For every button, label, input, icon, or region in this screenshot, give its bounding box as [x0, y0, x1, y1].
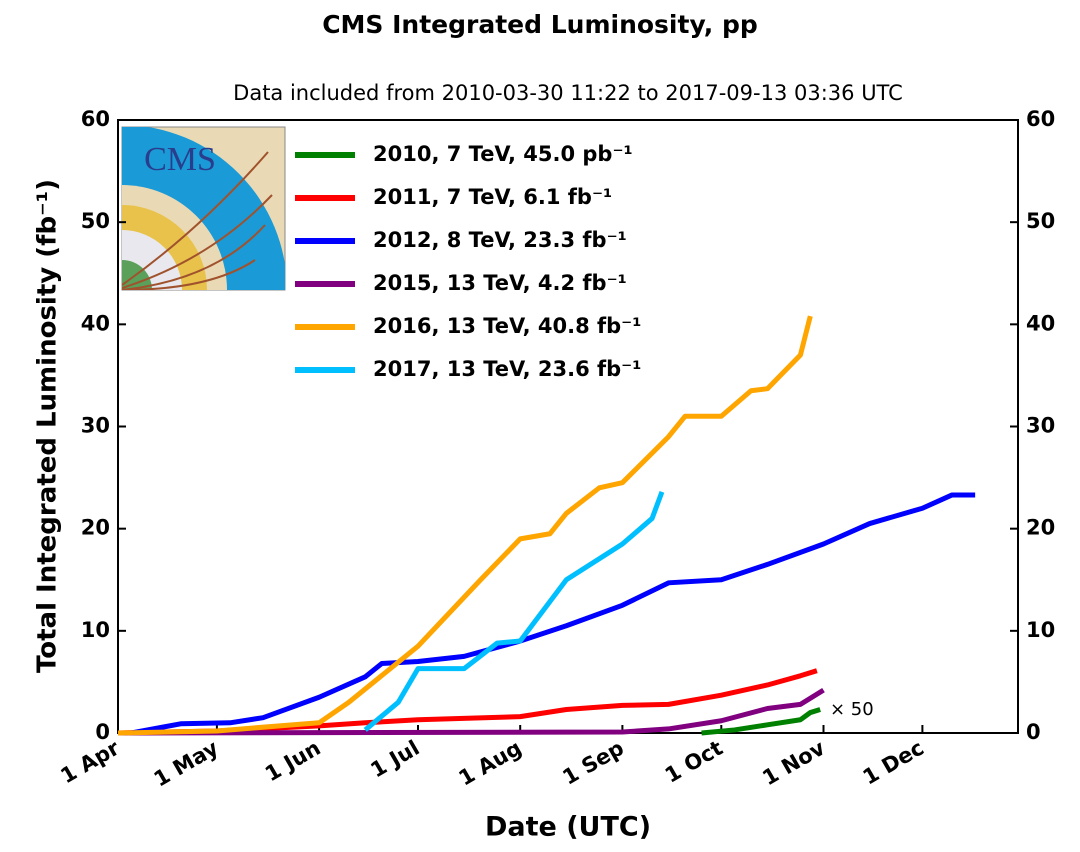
y2-tick-label: 10 — [1026, 618, 1055, 642]
x-tick-label: 1 May — [150, 736, 223, 792]
y-tick-label: 10 — [81, 618, 110, 642]
y-tick-label: 60 — [81, 107, 110, 131]
y2-tick-label: 50 — [1026, 209, 1055, 233]
series-line — [117, 315, 813, 736]
x-tick-label: 1 Sep — [558, 736, 627, 790]
cms-logo: CMS — [121, 126, 286, 291]
series-line — [701, 707, 821, 736]
y2-tick-label: 60 — [1026, 107, 1055, 131]
x-axis-label: Date (UTC) — [485, 812, 651, 843]
y-axis-label: Total Integrated Luminosity (fb⁻¹) — [33, 179, 63, 673]
y-tick-label: 30 — [81, 414, 110, 438]
legend-label: 2016, 13 TeV, 40.8 fb⁻¹ — [373, 314, 641, 338]
y2-tick-label: 30 — [1026, 414, 1055, 438]
annotation: × 50 — [830, 699, 874, 720]
chart-subtitle: Data included from 2010-03-30 11:22 to 2… — [233, 81, 903, 105]
x-tick-label: 1 Jul — [367, 736, 424, 783]
svg-text:CMS: CMS — [144, 141, 216, 178]
y-tick-label: 50 — [81, 209, 110, 233]
legend-label: 2017, 13 TeV, 23.6 fb⁻¹ — [373, 357, 641, 381]
chart-title: CMS Integrated Luminosity, pp — [322, 10, 758, 39]
legend-label: 2010, 7 TeV, 45.0 pb⁻¹ — [373, 142, 633, 166]
legend-label: 2011, 7 TeV, 6.1 fb⁻¹ — [373, 185, 612, 209]
legend-label: 2015, 13 TeV, 4.2 fb⁻¹ — [373, 271, 627, 295]
y-tick-label: 40 — [81, 311, 110, 335]
x-tick-label: 1 Apr — [56, 735, 124, 788]
x-tick-label: 1 Nov — [758, 736, 829, 791]
y2-tick-label: 20 — [1026, 516, 1055, 540]
y-tick-label: 20 — [81, 516, 110, 540]
y2-tick-label: 0 — [1026, 720, 1041, 744]
legend-label: 2012, 8 TeV, 23.3 fb⁻¹ — [373, 228, 627, 252]
y-tick-label: 0 — [95, 720, 110, 744]
x-tick-label: 1 Jun — [261, 736, 325, 787]
series-line — [117, 687, 825, 736]
series-line — [363, 491, 665, 732]
x-tick-label: 1 Oct — [661, 736, 727, 788]
y2-tick-label: 40 — [1026, 311, 1055, 335]
x-tick-label: 1 Dec — [859, 736, 928, 790]
x-tick-label: 1 Aug — [455, 736, 526, 791]
